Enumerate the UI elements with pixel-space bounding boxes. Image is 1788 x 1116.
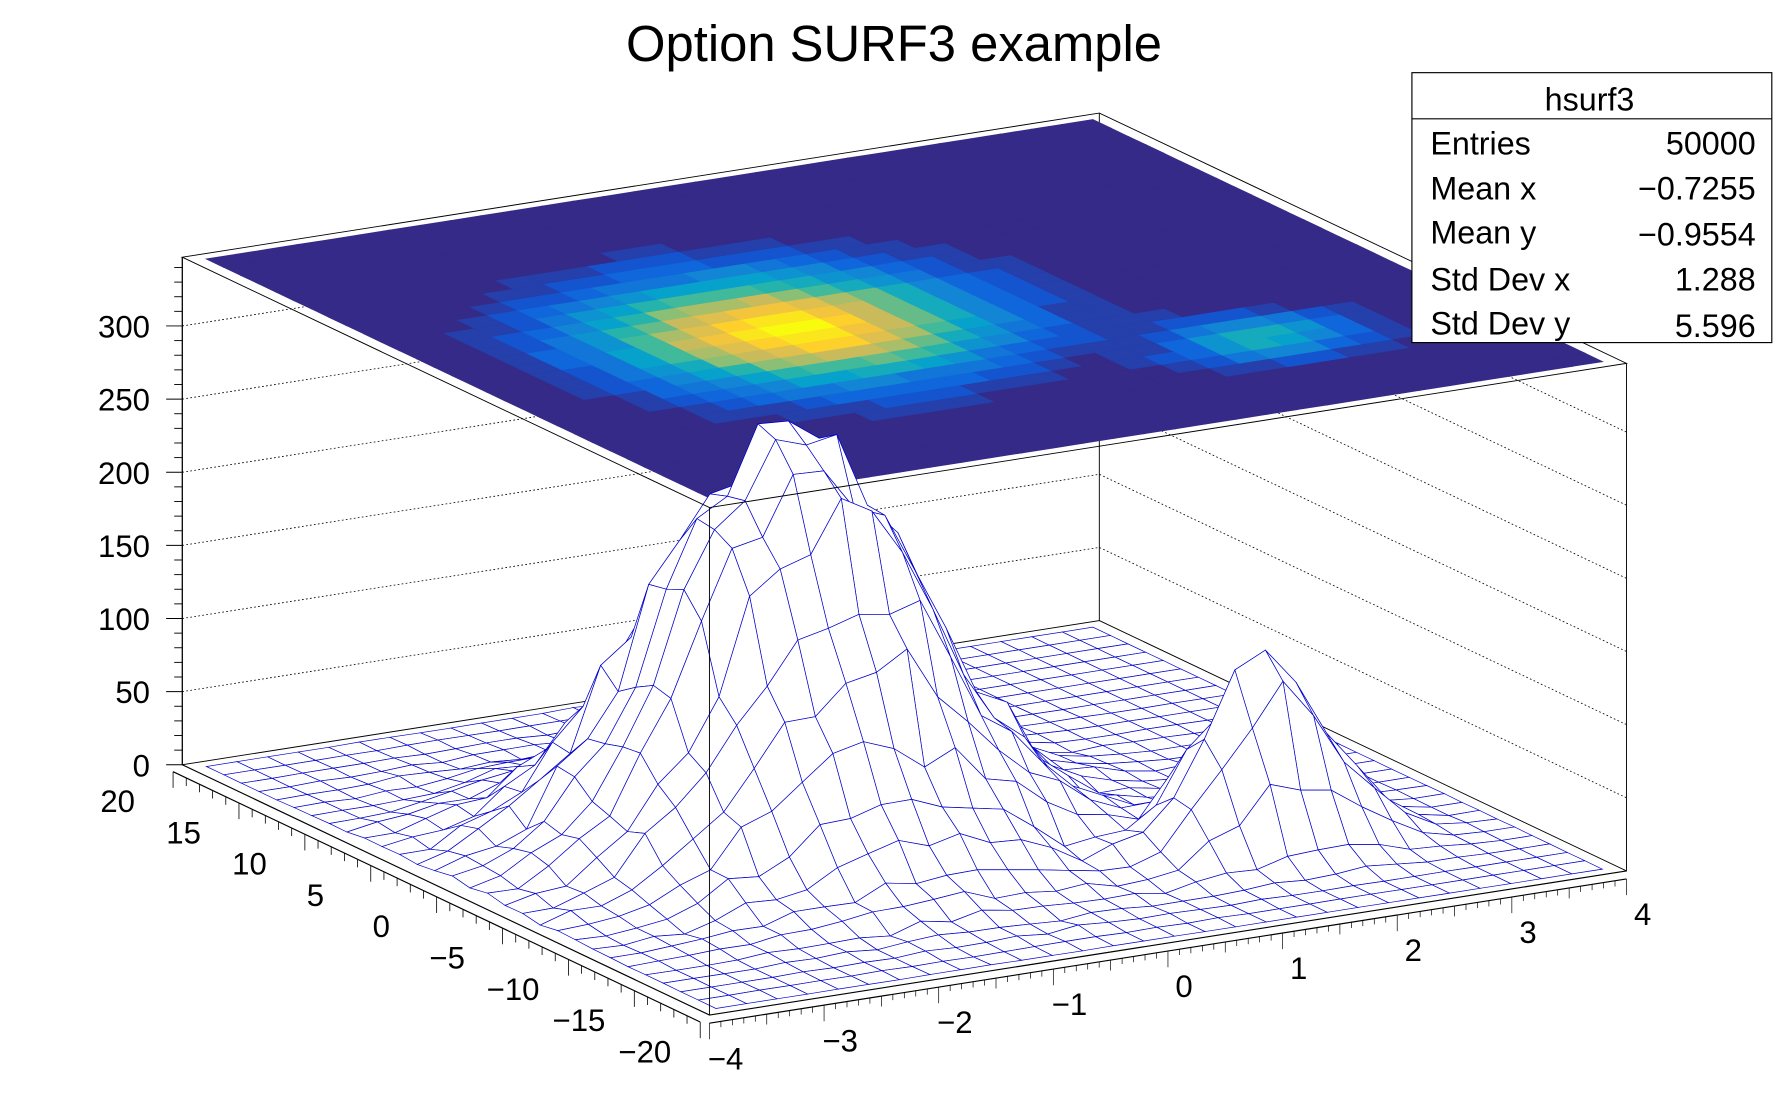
stats-label-mean-y: Mean y [1430, 214, 1537, 250]
y-tick-label: 20 [100, 784, 135, 819]
top-contour-plane [204, 119, 1604, 502]
z-tick-label: 150 [98, 529, 150, 564]
stats-value-mean-x: −0.7255 [1638, 171, 1756, 207]
stats-label-std-dev-y: Std Dev y [1430, 306, 1571, 342]
stats-title: hsurf3 [1545, 82, 1635, 118]
surface-cell [697, 994, 748, 1009]
x-tick-label: −4 [708, 1041, 743, 1076]
floor-front-edge [182, 764, 1627, 1016]
z-tick-label: 250 [98, 383, 150, 418]
gridline [182, 254, 1627, 506]
x-tick-label: 1 [1290, 951, 1307, 986]
stats-label-std-dev-x: Std Dev x [1430, 262, 1570, 298]
x-tick-label: −2 [937, 1005, 973, 1040]
y-tick-label: 10 [232, 847, 267, 882]
axes: 050100150200250300−20−15−10−505101520−4−… [98, 257, 1651, 1076]
stats-value-std-dev-y: 5.596 [1675, 308, 1756, 344]
top-plane-outline [180, 112, 1629, 509]
y-tick-label: −20 [618, 1034, 671, 1069]
surface-mesh [205, 420, 1604, 1009]
stats-box[interactable]: hsurf3 Entries 50000 Mean x −0.7255 Mean… [1411, 72, 1773, 344]
y-tick-label: 5 [307, 878, 324, 913]
x-tick-label: 2 [1405, 933, 1422, 968]
box-frame [180, 112, 1629, 1016]
gridline [182, 327, 1627, 579]
stats-box-frame [1411, 72, 1773, 344]
x-tick-label: −3 [822, 1023, 858, 1058]
x-tick-label: 4 [1634, 897, 1651, 932]
stats-value-entries: 50000 [1666, 126, 1756, 162]
stats-label-entries: Entries [1430, 126, 1530, 162]
x-tick-label: 3 [1519, 915, 1536, 950]
y-tick-label: 15 [166, 815, 201, 850]
x-tick-label: −1 [1052, 987, 1088, 1022]
y-tick-label: −5 [429, 940, 465, 975]
stats-label-mean-x: Mean x [1430, 171, 1536, 207]
z-tick-label: 0 [133, 748, 150, 783]
y-tick-label: 0 [373, 909, 390, 944]
z-tick-label: 300 [98, 310, 150, 345]
x-tick-label: 0 [1175, 969, 1192, 1004]
y-tick-label: −10 [487, 972, 540, 1007]
chart-title: Option SURF3 example [626, 15, 1162, 72]
gridline [182, 473, 1627, 725]
z-tick-label: 200 [98, 456, 150, 491]
stats-value-std-dev-x: 1.288 [1675, 262, 1756, 298]
gridline [182, 400, 1627, 652]
stats-value-mean-y: −0.9554 [1638, 217, 1756, 253]
contour-cell [1060, 119, 1112, 134]
z-tick-label: 100 [98, 602, 150, 637]
gridline [182, 547, 1627, 799]
z-tick-label: 50 [115, 675, 150, 710]
y-tick-label: −15 [553, 1003, 606, 1038]
